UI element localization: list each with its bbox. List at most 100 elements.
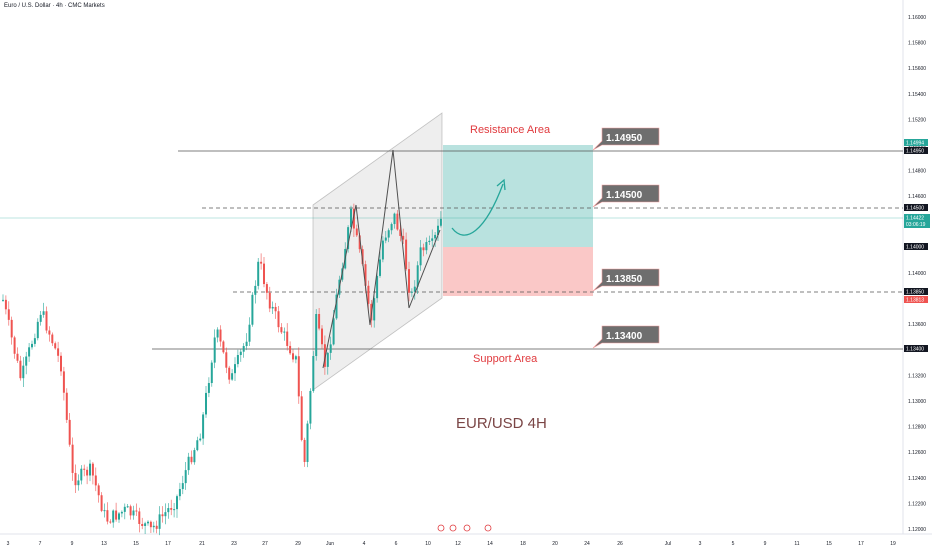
time-tick-label: 17 xyxy=(165,541,171,547)
callout-1-14950[interactable]: 1.14950 xyxy=(592,127,660,151)
candle-body xyxy=(228,367,231,380)
candle-body xyxy=(309,390,312,424)
candle-body xyxy=(170,508,173,510)
candle-body xyxy=(190,456,193,463)
candle-body xyxy=(31,343,33,348)
candle-body xyxy=(265,284,268,293)
price-tick-label: 1.14000 xyxy=(908,271,926,277)
candle-body xyxy=(294,356,297,360)
event-flag-icon[interactable] xyxy=(484,524,492,532)
candle-body xyxy=(42,311,45,315)
price-tick-label: 1.16000 xyxy=(908,15,926,21)
candle-body xyxy=(120,511,123,514)
candle-body xyxy=(16,353,19,361)
rising-channel[interactable] xyxy=(312,112,443,391)
candle-body xyxy=(347,227,350,249)
time-tick-label: 7 xyxy=(39,541,42,547)
target-zone[interactable] xyxy=(443,145,593,247)
chart-title: Euro / U.S. Dollar · 4h · CMC Markets xyxy=(4,3,105,9)
event-icons[interactable] xyxy=(437,524,492,532)
candle-body xyxy=(60,355,62,372)
candle-body xyxy=(57,348,60,356)
pattern-zigzag[interactable] xyxy=(322,149,441,369)
price-tick-label: 1.14600 xyxy=(908,194,926,200)
candle-body xyxy=(2,299,4,301)
candle-body xyxy=(257,261,260,286)
candle-body xyxy=(28,347,31,357)
candle-body xyxy=(387,230,390,238)
candle-body xyxy=(135,510,138,512)
candle-body xyxy=(434,234,437,239)
candle-body xyxy=(184,470,187,484)
tag-1-13400: 1.13400 xyxy=(904,345,928,353)
candle-body xyxy=(248,324,251,342)
tag-1-13813-text: 1.13813 xyxy=(906,298,924,304)
event-flag-icon[interactable] xyxy=(449,524,457,532)
callout-1-13850[interactable]: 1.13850 xyxy=(592,268,660,292)
tag-high2: 1.14950 xyxy=(904,147,928,155)
candle-body xyxy=(321,328,323,345)
tag-high2-text: 1.14950 xyxy=(906,149,924,155)
candle-body xyxy=(419,247,422,266)
candle-body xyxy=(396,213,399,230)
candle-body xyxy=(126,506,129,508)
tag-1-13400-text: 1.13400 xyxy=(906,347,924,353)
candle-body xyxy=(147,521,149,524)
price-tick-label: 1.14800 xyxy=(908,169,926,175)
candle-body xyxy=(181,483,184,490)
price-axis-ticks: 1.160001.158001.156001.154001.152001.150… xyxy=(908,15,926,533)
candle-body xyxy=(167,508,170,513)
callout-1-14500[interactable]: 1.14500 xyxy=(592,184,660,208)
candle-body xyxy=(86,469,89,476)
candle-body xyxy=(364,264,367,286)
tag-1-14500: 1.14500 xyxy=(904,204,928,212)
candle-body xyxy=(202,414,205,439)
candle-body xyxy=(425,242,428,251)
time-tick-label: 5 xyxy=(732,541,735,547)
tag-1-14000: 1.14000 xyxy=(904,243,928,251)
stop-zone[interactable] xyxy=(443,247,593,296)
candle-body xyxy=(234,364,236,374)
candle-body xyxy=(89,463,91,476)
tag-high1: 1.14994 xyxy=(904,139,928,147)
candle-body xyxy=(36,321,39,339)
time-tick-label: 15 xyxy=(826,541,832,547)
tag-current-price-text: 1.14422 xyxy=(906,216,924,222)
candle-body xyxy=(118,513,120,520)
callout-1-13850-text: 1.13850 xyxy=(606,274,643,285)
candle-body xyxy=(300,396,303,440)
candle-body xyxy=(176,496,178,510)
candle-body xyxy=(268,292,271,309)
price-tick-label: 1.15800 xyxy=(908,41,926,47)
candle-body xyxy=(439,218,442,226)
candle-body xyxy=(352,208,355,229)
price-tick-label: 1.12600 xyxy=(908,450,926,456)
time-tick-label: 3 xyxy=(699,541,702,547)
time-tick-label: 15 xyxy=(133,541,139,547)
candle-body xyxy=(158,514,161,529)
time-tick-label: 9 xyxy=(71,541,74,547)
candle-body xyxy=(213,337,216,363)
callout-1-13400-text: 1.13400 xyxy=(606,331,643,342)
candle-body xyxy=(219,329,222,342)
candle-body xyxy=(129,506,132,516)
event-flag-icon[interactable] xyxy=(463,524,471,532)
projection-arrow[interactable] xyxy=(451,183,504,236)
candle-body xyxy=(323,344,326,367)
candle-body xyxy=(106,510,109,522)
candle-body xyxy=(83,468,86,470)
event-flag-icon[interactable] xyxy=(437,524,445,532)
candle-body xyxy=(393,213,396,225)
callout-1-13400[interactable]: 1.13400 xyxy=(592,325,660,349)
candle-body xyxy=(45,311,48,331)
candle-body xyxy=(178,489,181,497)
candle-body xyxy=(138,511,141,524)
candle-body xyxy=(10,319,13,338)
candle-body xyxy=(103,510,106,512)
candle-body xyxy=(54,343,57,349)
time-tick-label: Jun xyxy=(326,541,334,547)
candle-body xyxy=(231,373,234,380)
time-tick-label: 11 xyxy=(794,541,799,547)
